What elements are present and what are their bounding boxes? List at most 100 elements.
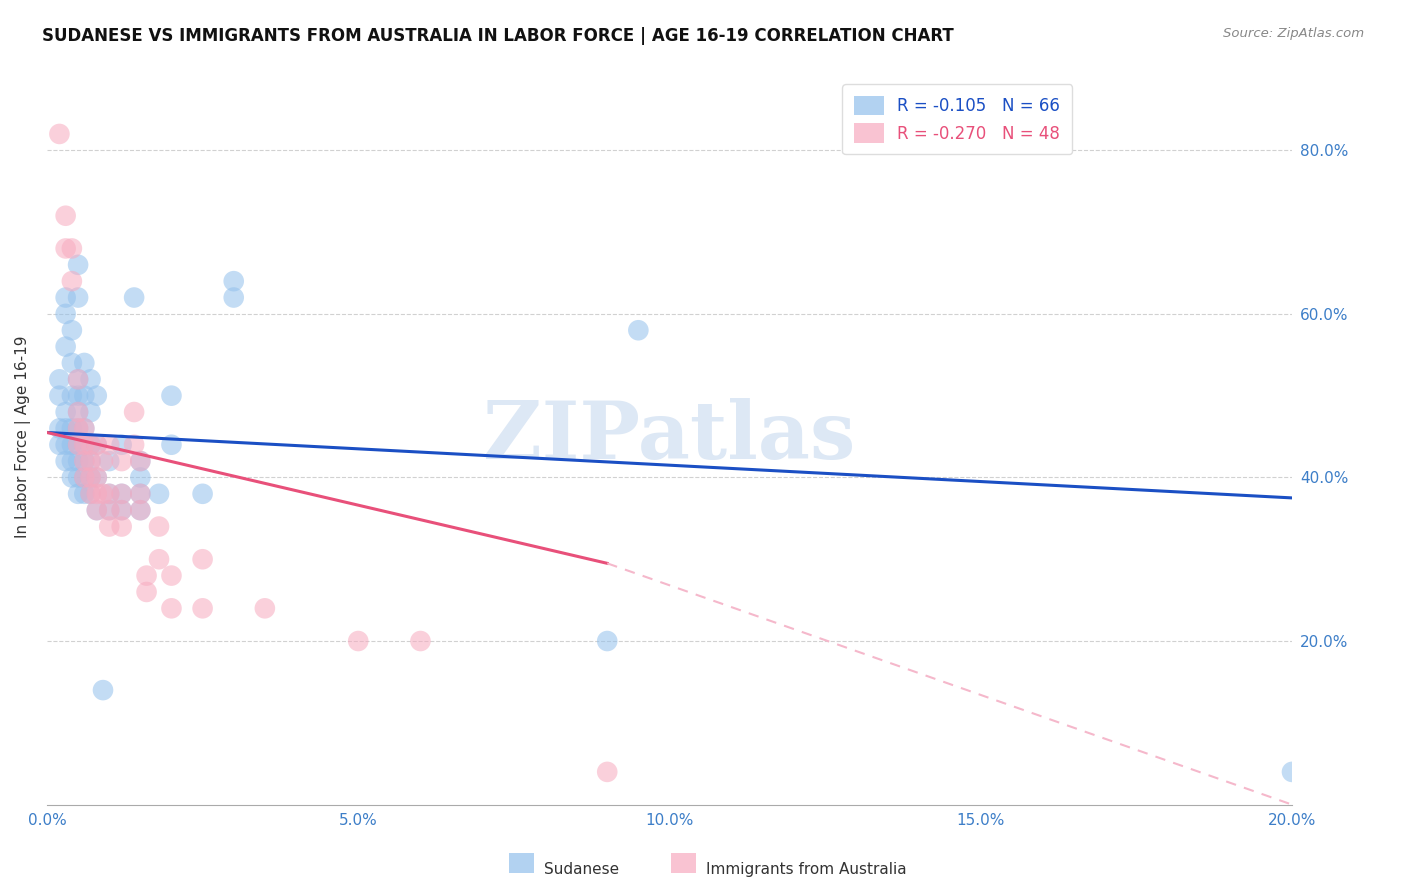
Text: Source: ZipAtlas.com: Source: ZipAtlas.com — [1223, 27, 1364, 40]
Point — [67, 438, 90, 452]
Point — [409, 634, 432, 648]
Point — [55, 307, 77, 321]
Point — [98, 454, 121, 468]
Point — [67, 389, 90, 403]
Point — [48, 127, 70, 141]
Point — [73, 389, 96, 403]
Point — [67, 421, 90, 435]
Point — [91, 683, 114, 698]
Point — [73, 438, 96, 452]
Point — [79, 405, 101, 419]
Point — [191, 487, 214, 501]
Point — [98, 503, 121, 517]
Point — [48, 389, 70, 403]
Point — [191, 552, 214, 566]
Point — [73, 356, 96, 370]
Point — [129, 487, 152, 501]
Point — [67, 454, 90, 468]
Point — [73, 470, 96, 484]
Point — [60, 470, 83, 484]
Point — [91, 454, 114, 468]
Point — [86, 503, 108, 517]
Point — [73, 454, 96, 468]
Point — [91, 487, 114, 501]
Point — [596, 764, 619, 779]
Point — [67, 470, 90, 484]
Point — [86, 470, 108, 484]
Point — [73, 487, 96, 501]
Point — [79, 487, 101, 501]
Point — [222, 274, 245, 288]
Point — [60, 242, 83, 256]
Point — [60, 356, 83, 370]
Point — [55, 454, 77, 468]
Point — [67, 372, 90, 386]
Point — [67, 438, 90, 452]
Point — [55, 421, 77, 435]
Bar — [509, 854, 534, 873]
Point — [60, 389, 83, 403]
Point — [67, 421, 90, 435]
Point — [98, 487, 121, 501]
Point — [129, 503, 152, 517]
Point — [60, 454, 83, 468]
Point — [129, 454, 152, 468]
Point — [55, 291, 77, 305]
Point — [73, 454, 96, 468]
Bar — [671, 854, 696, 873]
Point — [111, 519, 134, 533]
Point — [67, 405, 90, 419]
Point — [160, 389, 183, 403]
Point — [67, 487, 90, 501]
Point — [191, 601, 214, 615]
Point — [55, 209, 77, 223]
Text: Immigrants from Australia: Immigrants from Australia — [706, 863, 907, 877]
Point — [111, 487, 134, 501]
Point — [148, 519, 170, 533]
Point — [160, 438, 183, 452]
Point — [160, 601, 183, 615]
Point — [98, 503, 121, 517]
Point — [347, 634, 370, 648]
Point — [596, 634, 619, 648]
Point — [129, 503, 152, 517]
Point — [160, 568, 183, 582]
Point — [67, 258, 90, 272]
Text: ZIPatlas: ZIPatlas — [484, 398, 856, 475]
Y-axis label: In Labor Force | Age 16-19: In Labor Force | Age 16-19 — [15, 335, 31, 538]
Point — [148, 552, 170, 566]
Point — [1281, 764, 1303, 779]
Point — [60, 323, 83, 337]
Point — [253, 601, 276, 615]
Point — [67, 405, 90, 419]
Point — [222, 291, 245, 305]
Point — [98, 487, 121, 501]
Point — [129, 454, 152, 468]
Point — [48, 372, 70, 386]
Point — [79, 438, 101, 452]
Legend: R = -0.105   N = 66, R = -0.270   N = 48: R = -0.105 N = 66, R = -0.270 N = 48 — [842, 84, 1071, 154]
Point — [148, 487, 170, 501]
Point — [55, 340, 77, 354]
Point — [111, 487, 134, 501]
Text: SUDANESE VS IMMIGRANTS FROM AUSTRALIA IN LABOR FORCE | AGE 16-19 CORRELATION CHA: SUDANESE VS IMMIGRANTS FROM AUSTRALIA IN… — [42, 27, 953, 45]
Point — [122, 438, 145, 452]
Point — [55, 242, 77, 256]
Point — [135, 585, 157, 599]
Point — [122, 291, 145, 305]
Text: Sudanese: Sudanese — [544, 863, 619, 877]
Point — [73, 438, 96, 452]
Point — [79, 454, 101, 468]
Point — [67, 291, 90, 305]
Point — [55, 438, 77, 452]
Point — [79, 487, 101, 501]
Point — [73, 470, 96, 484]
Point — [55, 405, 77, 419]
Point — [86, 389, 108, 403]
Point — [48, 421, 70, 435]
Point — [86, 487, 108, 501]
Point — [135, 568, 157, 582]
Point — [60, 438, 83, 452]
Point — [111, 454, 134, 468]
Point — [73, 421, 96, 435]
